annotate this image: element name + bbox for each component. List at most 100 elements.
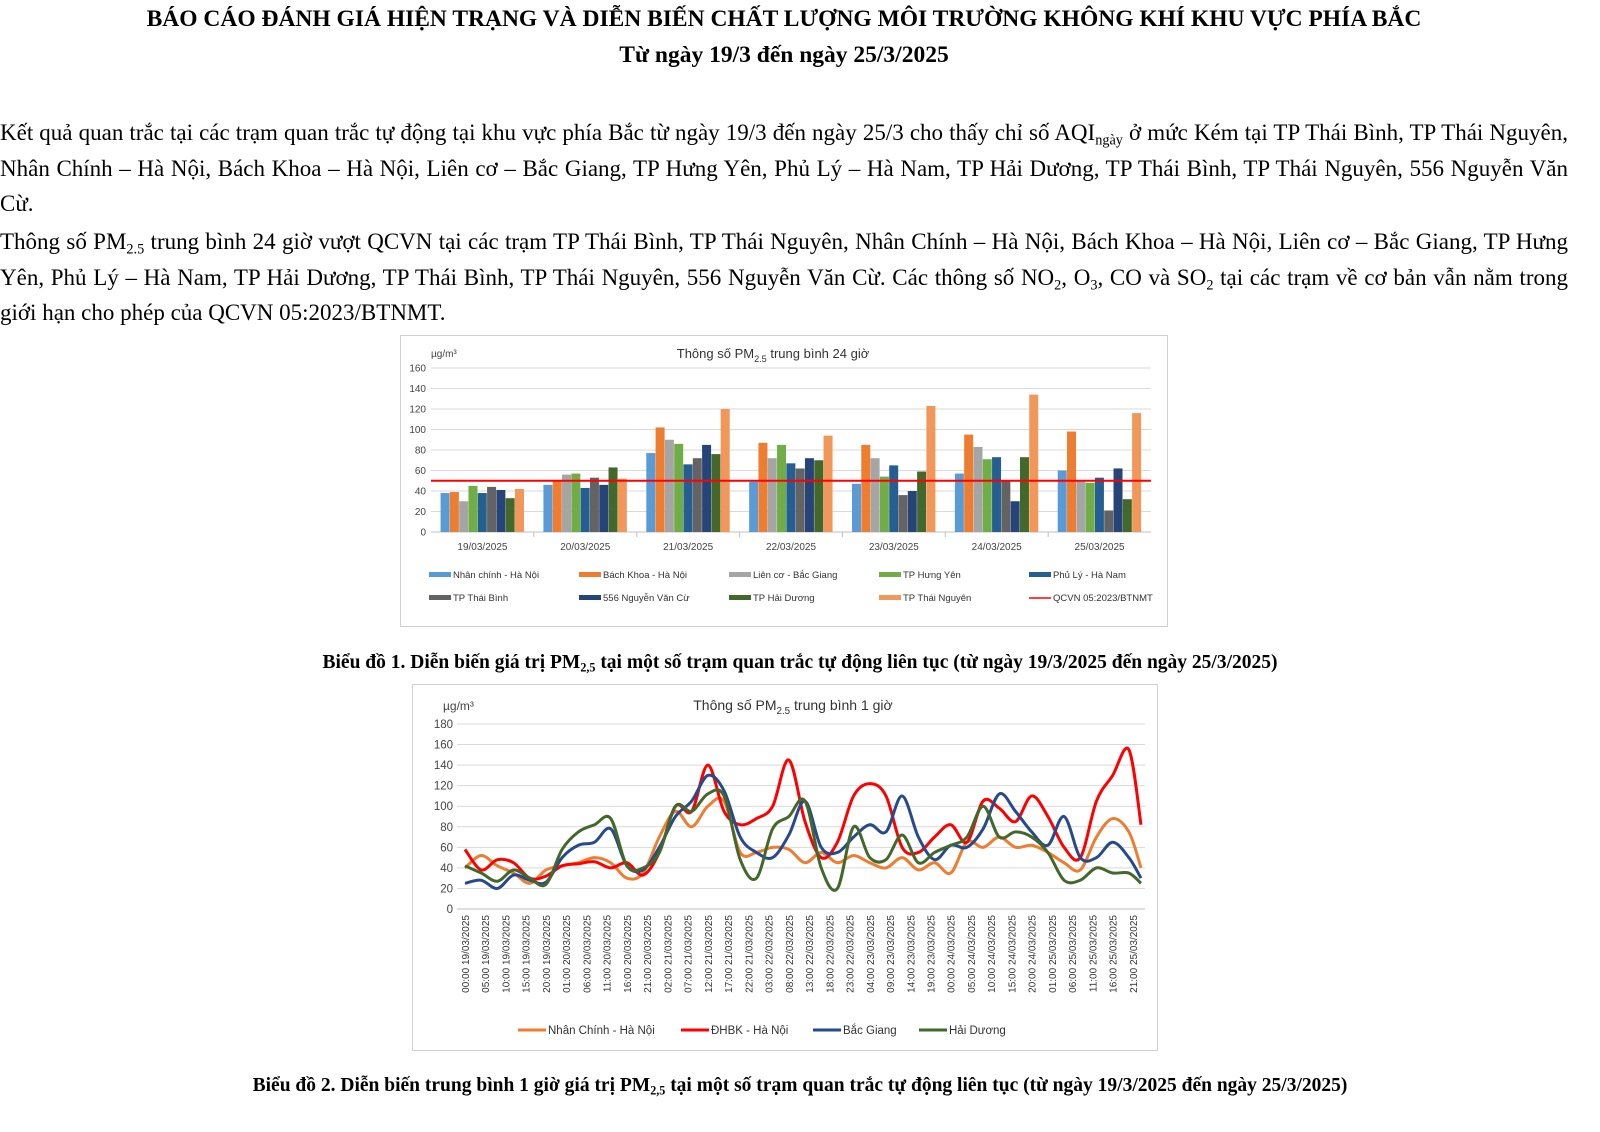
x-tick-label: 07:00 21/03/2025: [684, 915, 695, 993]
y-tick-label: 40: [440, 863, 453, 875]
x-tick-label: 21:00 20/03/2025: [643, 915, 654, 993]
bar: [1076, 480, 1086, 532]
text-segment: Biểu đồ 2. Diễn biến trung bình 1 giờ gi…: [252, 1075, 651, 1096]
legend-label: Nhân Chính - Hà Nội: [548, 1025, 655, 1037]
bar: [1057, 470, 1067, 532]
bar: [459, 501, 469, 532]
bar: [749, 481, 759, 532]
y-tick-label: 140: [409, 384, 426, 395]
bar: [870, 458, 880, 532]
y-tick-label: 120: [434, 781, 453, 793]
bar: [599, 484, 609, 532]
legend-swatch: [879, 572, 901, 577]
subscript-text: 2,5: [580, 660, 596, 675]
x-tick-label: 01:00 25/03/2025: [1048, 915, 1059, 993]
bar: [982, 459, 992, 532]
y-axis-unit: µg/m³: [431, 349, 457, 360]
subscript-text: 2,5: [650, 1083, 666, 1098]
x-tick-label: 06:00 20/03/2025: [582, 915, 593, 993]
text-segment: tại một số trạm quan trắc tự động liên t…: [595, 652, 1278, 673]
bar: [505, 498, 515, 532]
x-tick-label: 12:00 21/03/2025: [704, 915, 715, 993]
y-tick-label: 80: [440, 822, 453, 834]
bar: [889, 465, 899, 532]
x-tick-label: 06:00 25/03/2025: [1068, 915, 1079, 993]
legend-swatch: [729, 595, 751, 600]
legend-label: TP Thái Bình: [453, 593, 508, 604]
subscript-text: 3: [1090, 276, 1098, 293]
y-tick-label: 100: [409, 425, 426, 436]
bar: [571, 473, 581, 532]
x-tick-label: 25/03/2025: [1075, 542, 1125, 553]
line-chart-pm25-1h: Thông số PM2.5 trung bình 1 giờ µg/m³ 0 20 4…: [412, 684, 1158, 1051]
legend-label: TP Thái Nguyên: [903, 593, 971, 604]
x-tick-label: 05:00 24/03/2025: [967, 915, 978, 993]
bar: [1067, 431, 1077, 532]
x-tick-label: 23:00 22/03/2025: [846, 915, 857, 993]
bar: [580, 487, 590, 532]
legend-label: Hải Dương: [949, 1025, 1006, 1037]
caption-chart-1: Biểu đồ 1. Diễn biến giá trị PM2,5 tại m…: [0, 652, 1600, 674]
bar: [973, 446, 983, 532]
y-tick-label: 100: [434, 801, 453, 813]
y-tick-label: 20: [440, 883, 453, 895]
bar: [711, 454, 721, 532]
bar: [786, 463, 796, 532]
legend-swatch: [579, 572, 601, 577]
bar: [683, 464, 693, 532]
bar: [702, 444, 712, 532]
y-tick-label: 20: [415, 507, 427, 518]
bar: [440, 493, 450, 532]
text-segment: , CO và SO: [1097, 264, 1207, 290]
chart-title-subscript: 2.5: [754, 354, 767, 364]
x-tick-label: 11:00 20/03/2025: [603, 915, 614, 993]
x-tick-label: 21:00 25/03/2025: [1129, 915, 1140, 993]
y-tick-label: 60: [440, 842, 453, 854]
legend-swatch: [1029, 572, 1051, 577]
bar: [954, 473, 964, 532]
y-tick-label: 60: [415, 466, 427, 477]
bar: [608, 467, 618, 532]
text-segment: trung bình 24 giờ vượt QCVN tại các trạm…: [0, 229, 1568, 290]
x-tick-label: 17:00 21/03/2025: [724, 915, 735, 993]
bar: [861, 444, 871, 532]
x-tick-label: 15:00 19/03/2025: [522, 915, 533, 993]
y-tick-label: 0: [420, 528, 426, 539]
bar: [795, 468, 805, 532]
x-tick-label: 13:00 22/03/2025: [805, 915, 816, 993]
x-tick-label: 18:00 22/03/2025: [825, 915, 836, 993]
bar: [1085, 482, 1095, 532]
bar: [543, 484, 553, 532]
x-tick-label: 20:00 24/03/2025: [1028, 915, 1039, 993]
y-axis-unit: µg/m³: [443, 699, 474, 713]
bar: [926, 405, 936, 532]
caption-chart-2: Biểu đồ 2. Diễn biến trung bình 1 giờ gi…: [0, 1075, 1600, 1097]
chart-title-text: trung bình 1 giờ: [790, 697, 893, 713]
x-tick-label: 19:00 23/03/2025: [927, 915, 938, 993]
x-tick-label: 00:00 19/03/2025: [461, 915, 472, 993]
report-date-range: Từ ngày 19/3 đến ngày 25/3/2025: [619, 42, 949, 68]
chart-title-text: Thông số PM: [677, 346, 754, 361]
x-tick-label: 01:00 20/03/2025: [562, 915, 573, 993]
x-tick-label: 19/03/2025: [457, 542, 507, 553]
bar: [1113, 468, 1123, 532]
bar: [1132, 413, 1142, 532]
chart-title: Thông số PM2.5 trung bình 24 giờ: [677, 346, 870, 364]
x-tick-label: 23/03/2025: [869, 542, 919, 553]
y-tick-label: 80: [415, 446, 427, 457]
paragraph-aqi: Kết quả quan trắc tại các trạm quan trắc…: [0, 115, 1568, 222]
bar: [767, 458, 777, 532]
x-tick-label: 24/03/2025: [972, 542, 1022, 553]
bar: [804, 458, 814, 532]
x-tick-label: 09:00 23/03/2025: [886, 915, 897, 993]
chart-title-text: Thông số PM: [693, 697, 776, 713]
x-tick-label: 15:00 24/03/2025: [1007, 915, 1018, 993]
subscript-text: 2.5: [126, 241, 145, 258]
bar: [992, 457, 1002, 532]
bar: [477, 493, 487, 532]
subscript-text: 2: [1206, 276, 1214, 293]
bar-chart-svg: Thông số PM2.5 trung bình 24 giờ µg/m³ 0 20…: [409, 346, 1153, 604]
bar: [964, 434, 974, 532]
series-line: [464, 773, 1143, 890]
legend-label: TP Hưng Yên: [903, 570, 961, 581]
